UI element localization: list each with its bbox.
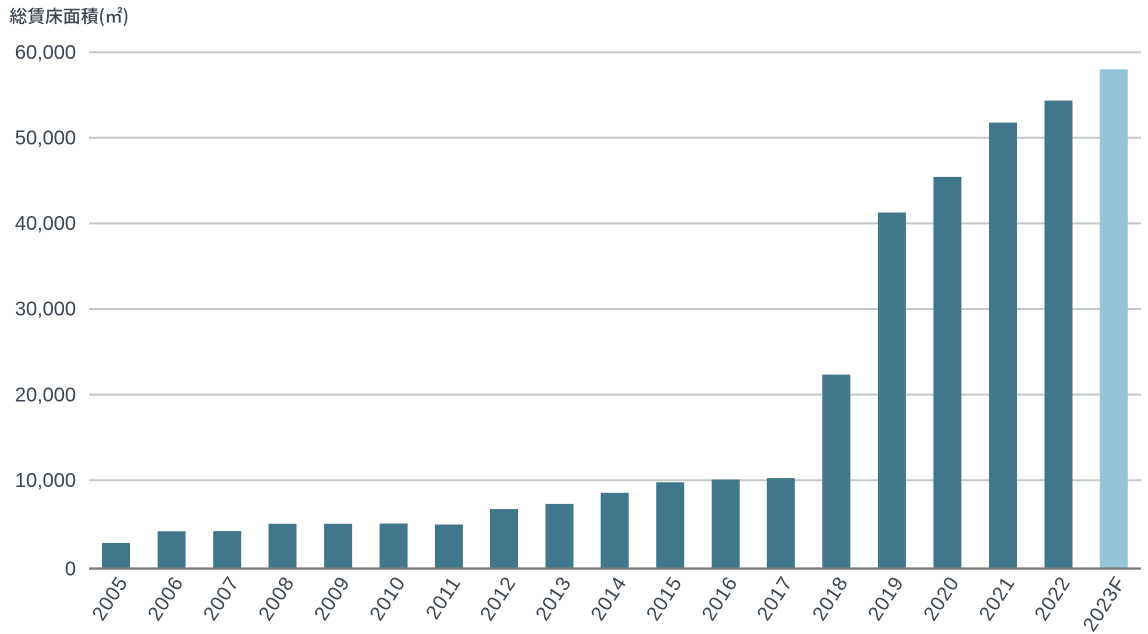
svg-text:30,000: 30,000 [15, 299, 76, 321]
svg-text:20,000: 20,000 [15, 384, 76, 406]
svg-text:60,000: 60,000 [15, 42, 76, 64]
svg-text:40,000: 40,000 [15, 213, 76, 235]
svg-text:0: 0 [65, 558, 76, 580]
svg-text:50,000: 50,000 [15, 128, 76, 150]
svg-text:10,000: 10,000 [15, 470, 76, 492]
